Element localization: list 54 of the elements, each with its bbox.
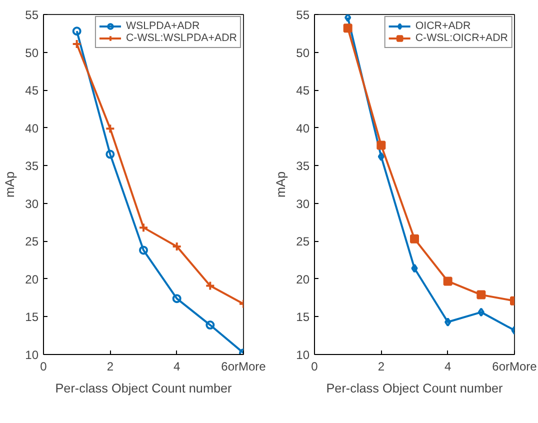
y-tick-label: 40	[25, 121, 39, 136]
legend-label: OICR+ADR	[415, 20, 471, 32]
point	[443, 276, 452, 286]
point	[476, 290, 486, 300]
y-tick-label: 10	[296, 348, 310, 362]
point	[206, 320, 215, 330]
point	[444, 318, 452, 327]
point	[343, 24, 352, 33]
x-tick-label: 4	[173, 360, 180, 374]
point	[478, 308, 484, 317]
y-tick-label: 45	[25, 84, 39, 98]
point	[410, 234, 419, 244]
y-tick-label: 55	[296, 8, 310, 22]
y-tick-label: 35	[25, 159, 39, 174]
x-tick-label: 4	[444, 360, 452, 374]
y-tick-label: 10	[25, 348, 39, 362]
point	[139, 246, 148, 255]
legend-label: C-WSL:OICR+ADR	[415, 32, 508, 44]
x-tick-label: 0	[40, 360, 48, 374]
y-tick-label: 45	[296, 84, 310, 98]
y-tick-label: 50	[25, 46, 39, 60]
point	[138, 222, 148, 233]
point	[205, 280, 216, 291]
y-tick-label: 25	[25, 234, 39, 249]
legend-label: WSLPDA+ADR	[126, 20, 200, 32]
y-tick-label: 30	[25, 196, 39, 211]
point	[378, 152, 384, 162]
point	[105, 124, 116, 134]
y-tick-label: 30	[296, 196, 310, 211]
y-tick-label: 55	[25, 8, 39, 22]
y-tick-label: 15	[296, 310, 310, 324]
x-axis-title: Per-class Object Count number	[55, 382, 232, 396]
point	[344, 14, 352, 22]
y-tick-label: 25	[296, 234, 310, 249]
point	[106, 150, 115, 159]
legend-label: C-WSL:WSLPDA+ADR	[126, 32, 237, 44]
y-tick-label: 40	[296, 121, 310, 136]
y-axis-title: mAp	[274, 171, 288, 198]
x-tick-label: 0	[311, 360, 318, 374]
point	[172, 241, 182, 252]
x-tick-label: 2	[106, 360, 114, 374]
y-axis-title: mAp	[3, 171, 18, 198]
y-tick-label: 15	[25, 310, 39, 324]
y-tick-label: 20	[296, 272, 310, 286]
point	[411, 264, 418, 273]
y-tick-label: 35	[296, 159, 310, 174]
y-tick-label: 20	[25, 272, 39, 286]
y-tick-label: 50	[296, 46, 310, 60]
point	[172, 294, 182, 304]
x-tick-label: 6orMore	[492, 360, 538, 374]
point	[376, 140, 386, 150]
x-axis-title: Per-class Object Count number	[326, 382, 503, 396]
x-tick-label: 2	[378, 360, 385, 374]
x-tick-label: 6orMore	[221, 360, 266, 374]
